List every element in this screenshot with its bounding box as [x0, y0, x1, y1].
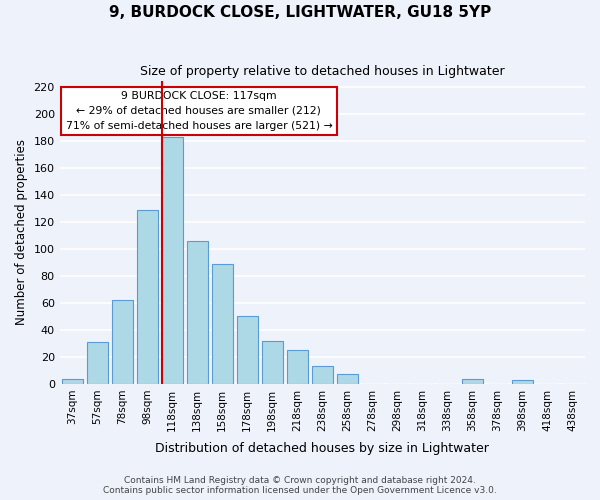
Bar — [312, 366, 333, 384]
Bar — [236, 316, 258, 384]
X-axis label: Distribution of detached houses by size in Lightwater: Distribution of detached houses by size … — [155, 442, 489, 455]
Bar — [462, 378, 483, 384]
Bar — [112, 300, 133, 384]
Y-axis label: Number of detached properties: Number of detached properties — [15, 139, 28, 325]
Bar — [62, 378, 83, 384]
Bar — [187, 241, 208, 384]
Text: 9, BURDOCK CLOSE, LIGHTWATER, GU18 5YP: 9, BURDOCK CLOSE, LIGHTWATER, GU18 5YP — [109, 5, 491, 20]
Bar — [86, 342, 108, 384]
Bar — [161, 137, 183, 384]
Bar — [262, 341, 283, 384]
Bar — [212, 264, 233, 384]
Bar — [337, 374, 358, 384]
Bar — [137, 210, 158, 384]
Text: 9 BURDOCK CLOSE: 117sqm
← 29% of detached houses are smaller (212)
71% of semi-d: 9 BURDOCK CLOSE: 117sqm ← 29% of detache… — [65, 91, 332, 131]
Bar — [512, 380, 533, 384]
Title: Size of property relative to detached houses in Lightwater: Size of property relative to detached ho… — [140, 65, 505, 78]
Bar — [287, 350, 308, 384]
Text: Contains HM Land Registry data © Crown copyright and database right 2024.
Contai: Contains HM Land Registry data © Crown c… — [103, 476, 497, 495]
